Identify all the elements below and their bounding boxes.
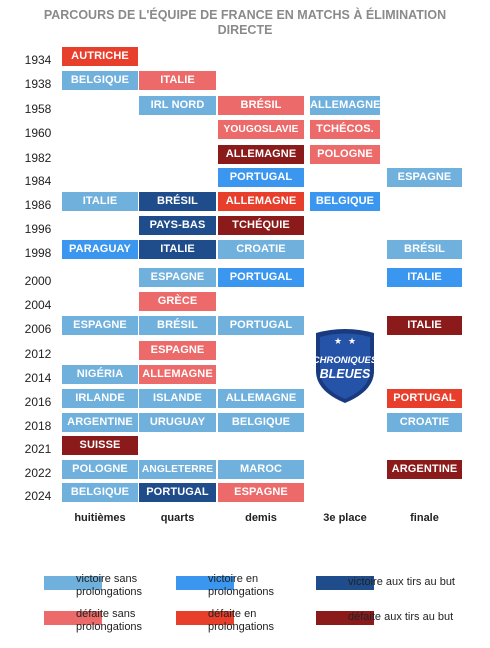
badge-line-2: BLEUES — [320, 367, 371, 381]
match-cell-1934-huitièmes: AUTRICHE — [62, 47, 138, 66]
match-cell-1984-finale: ESPAGNE — [387, 168, 462, 187]
column-header-3: demis — [245, 512, 277, 524]
match-cell-2018-demis: BELGIQUE — [218, 413, 304, 432]
match-cell-1996-demis: TCHÉQUIE — [218, 216, 304, 235]
match-cell-2018-finale: CROATIE — [387, 413, 462, 432]
badge-line-1: CHRONIQUES — [313, 355, 378, 366]
year-label-1996: 1996 — [24, 222, 52, 236]
badge-star-left: ★ — [334, 336, 342, 346]
match-cell-1960-demis: YOUGOSLAVIE — [218, 120, 304, 139]
year-label-2006: 2006 — [24, 322, 52, 336]
match-cell-1996-quarts: PAYS-BAS — [139, 216, 216, 235]
match-cell-1998-demis: CROATIE — [218, 240, 304, 259]
chart-title-line-2: DIRECTE — [217, 23, 273, 37]
chroniques-bleues-logo: ★ ★ CHRONIQUES BLEUES — [313, 329, 378, 403]
year-label-2014: 2014 — [24, 371, 52, 385]
match-cell-1960-3e-place: TCHÉCOS. — [310, 120, 380, 139]
match-cell-2024-huitièmes: BELGIQUE — [62, 483, 138, 502]
year-label-1998: 1998 — [24, 246, 52, 260]
match-cell-2018-huitièmes: ARGENTINE — [62, 413, 138, 432]
results-grid: 1934 AUTRICHE 1938 BELGIQUE ITALIE 1958 IRL NO… — [24, 47, 462, 524]
year-label-1982: 1982 — [24, 151, 52, 165]
match-cell-2006-demis: PORTUGAL — [218, 316, 304, 335]
legend-label-win-penalties: victoire aux tirs au but — [348, 576, 455, 588]
badge-shield-inner — [320, 333, 370, 399]
match-cell-2016-demis: ALLEMAGNE — [218, 389, 304, 408]
match-cell-2014-huitièmes: NIGÉRIA — [62, 365, 138, 384]
chart-title-line-1: PARCOURS DE L'ÉQUIPE DE FRANCE EN MATCHS… — [43, 8, 447, 22]
match-cell-2022-demis: MAROC — [218, 460, 304, 479]
legend-swatch-win-extra — [176, 576, 234, 590]
match-cell-1986-quarts: BRÉSIL — [139, 192, 216, 211]
year-label-2000: 2000 — [24, 274, 52, 288]
year-label-2016: 2016 — [24, 395, 52, 409]
year-label-1934: 1934 — [24, 53, 52, 67]
match-cell-1986-demis: ALLEMAGNE — [218, 192, 304, 211]
match-cell-2006-finale: ITALIE — [387, 316, 462, 335]
match-cell-1958-3e-place: ALLEMAGNE — [310, 96, 380, 115]
match-cell-1982-3e-place: POLOGNE — [310, 145, 380, 164]
year-label-2024: 2024 — [24, 489, 52, 503]
column-header-5: finale — [410, 512, 439, 524]
match-cell-2018-quarts: URUGUAY — [139, 413, 216, 432]
match-cell-1986-huitièmes: ITALIE — [62, 192, 138, 211]
match-cell-1998-quarts: ITALIE — [139, 240, 216, 259]
year-label-2018: 2018 — [24, 419, 52, 433]
year-label-2004: 2004 — [24, 298, 52, 312]
match-cell-2000-finale: ITALIE — [387, 268, 462, 287]
legend-swatch-win-regular — [44, 576, 102, 590]
match-cell-2022-quarts: ANGLETERRE — [139, 460, 216, 479]
match-cell-2016-huitièmes: IRLANDE — [62, 389, 138, 408]
match-cell-2006-quarts: BRÉSIL — [139, 316, 216, 335]
match-cell-2024-demis: ESPAGNE — [218, 483, 304, 502]
year-label-2022: 2022 — [24, 466, 52, 480]
match-cell-1986-3e-place: BELGIQUE — [310, 192, 380, 211]
match-cell-1958-demis: BRÉSIL — [218, 96, 304, 115]
column-header-4: 3e place — [323, 512, 367, 524]
column-header-2: quarts — [160, 512, 195, 524]
legend-swatch-loss-extra — [176, 611, 234, 625]
year-label-1958: 1958 — [24, 102, 52, 116]
legend-label-win-extra: victoire en prolongations — [208, 573, 275, 598]
year-label-1984: 1984 — [24, 174, 52, 188]
match-cell-1998-huitièmes: PARAGUAY — [62, 240, 138, 259]
match-cell-2022-huitièmes: POLOGNE — [62, 460, 138, 479]
match-cell-2024-quarts: PORTUGAL — [139, 483, 216, 502]
match-cell-2006-huitièmes: ESPAGNE — [62, 316, 138, 335]
legend-label-loss-regular: défaite sans prolongations — [76, 608, 143, 633]
match-cell-1984-demis: PORTUGAL — [218, 168, 304, 187]
match-cell-1938-huitièmes: BELGIQUE — [62, 71, 138, 90]
match-cell-2016-finale: PORTUGAL — [387, 389, 462, 408]
legend-swatch-win-penalties — [316, 576, 374, 590]
year-label-1960: 1960 — [24, 126, 52, 140]
match-cell-1958-quarts: IRL NORD — [139, 96, 216, 115]
match-cell-2016-quarts: ISLANDE — [139, 389, 216, 408]
column-header-1: huitièmes — [74, 512, 126, 524]
year-label-1986: 1986 — [24, 198, 52, 212]
legend-label-loss-penalties: défaite aux tirs au but — [348, 611, 454, 623]
chart-title: PARCOURS DE L'ÉQUIPE DE FRANCE EN MATCHS… — [0, 8, 490, 38]
year-label-1938: 1938 — [24, 77, 52, 91]
legend: victoire sans prolongations victoire en p… — [0, 560, 490, 648]
legend-label-win-regular: victoire sans prolongations — [76, 573, 143, 598]
year-label-2021: 2021 — [24, 442, 52, 456]
match-cell-2004-quarts: GRÈCE — [139, 292, 216, 311]
legend-swatch-loss-penalties — [316, 611, 374, 625]
match-cell-1998-finale: BRÉSIL — [387, 240, 462, 259]
match-cell-2012-quarts: ESPAGNE — [139, 341, 216, 360]
year-label-2012: 2012 — [24, 347, 52, 361]
legend-label-loss-extra: défaite en prolongations — [208, 608, 275, 633]
match-cell-2000-quarts: ESPAGNE — [139, 268, 216, 287]
match-cell-2021-huitièmes: SUISSE — [62, 436, 138, 455]
badge-star-right: ★ — [348, 336, 356, 346]
legend-swatch-loss-regular — [44, 611, 102, 625]
match-cell-1938-quarts: ITALIE — [139, 71, 216, 90]
match-cell-1982-demis: ALLEMAGNE — [218, 145, 304, 164]
match-cell-2000-demis: PORTUGAL — [218, 268, 304, 287]
match-cell-2014-quarts: ALLEMAGNE — [139, 365, 216, 384]
match-cell-2022-finale: ARGENTINE — [387, 460, 462, 479]
